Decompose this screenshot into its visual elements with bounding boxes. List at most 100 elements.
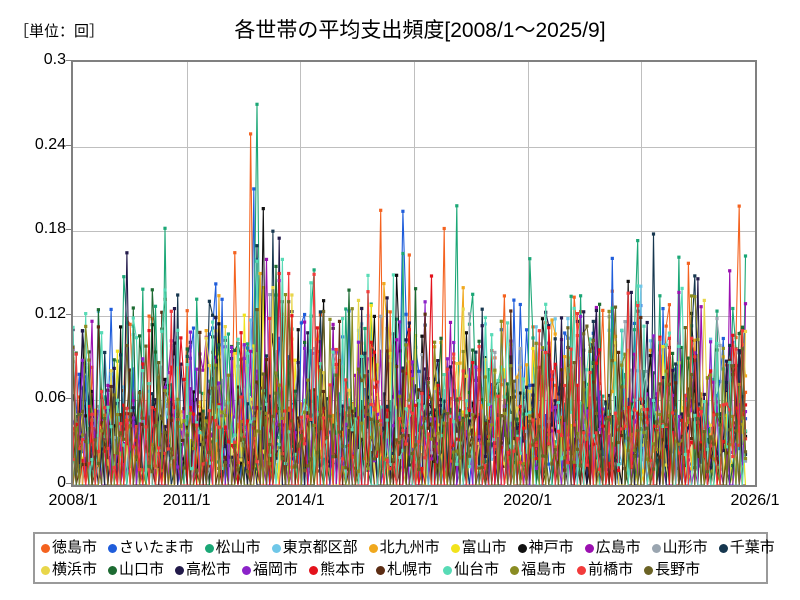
x-axis-tick-label: 2008/1: [48, 492, 98, 509]
series-marker: [499, 365, 503, 369]
series-marker: [337, 358, 342, 363]
series-layer: [73, 102, 748, 485]
series-marker: [579, 314, 583, 318]
series-marker: [686, 356, 690, 360]
series-marker: [709, 444, 713, 448]
series-marker: [261, 372, 265, 376]
series-marker: [566, 367, 570, 371]
legend-item[interactable]: 広島市: [584, 540, 641, 556]
series-marker: [740, 416, 744, 420]
series-marker: [471, 437, 475, 441]
series-marker: [458, 408, 462, 412]
series-marker: [331, 423, 335, 427]
legend-item[interactable]: 横浜市: [41, 562, 97, 578]
legend-item[interactable]: 富山市: [450, 540, 507, 556]
series-marker: [87, 350, 91, 354]
series-marker: [306, 427, 310, 431]
series-marker: [131, 333, 135, 337]
legend-item[interactable]: 千葉市: [718, 540, 775, 556]
legend-item[interactable]: 北九州市: [368, 540, 440, 556]
series-marker: [160, 469, 164, 473]
series-marker: [433, 417, 437, 421]
series-marker: [531, 439, 535, 443]
legend-item[interactable]: 熊本市: [309, 562, 365, 578]
legend-item[interactable]: 高松市: [175, 562, 231, 578]
series-marker: [150, 288, 154, 292]
series-marker: [429, 437, 434, 441]
legend-item[interactable]: 仙台市: [443, 562, 499, 578]
series-marker: [598, 381, 602, 385]
series-marker: [74, 427, 78, 431]
legend-item[interactable]: 長野市: [644, 562, 700, 578]
series-marker: [474, 365, 478, 369]
series-marker: [531, 336, 535, 340]
series-marker: [201, 462, 205, 466]
series-marker: [696, 407, 700, 411]
series-marker: [677, 451, 681, 455]
series-marker: [191, 447, 196, 451]
series-marker: [169, 365, 173, 369]
legend-item[interactable]: 福岡市: [242, 562, 298, 578]
series-marker: [160, 365, 164, 369]
series-marker: [401, 448, 405, 452]
series-marker: [544, 454, 548, 458]
series-marker: [198, 330, 202, 334]
series-marker: [743, 450, 748, 454]
series-marker: [100, 447, 104, 451]
series-marker: [464, 374, 468, 378]
series-marker: [195, 468, 199, 472]
series-marker: [80, 329, 85, 333]
legend-item[interactable]: 東京都区部: [271, 540, 358, 556]
series-marker: [680, 439, 684, 443]
series-marker: [474, 398, 478, 402]
series-marker: [696, 277, 700, 281]
legend-item[interactable]: 前橋市: [577, 562, 633, 578]
series-marker: [579, 464, 583, 468]
series-marker: [299, 460, 303, 464]
legend-item[interactable]: 山形市: [651, 540, 708, 556]
series-marker: [436, 359, 440, 363]
series-marker: [360, 400, 364, 404]
series-marker: [559, 457, 564, 461]
series-marker: [261, 207, 265, 211]
series-marker: [344, 422, 348, 426]
series-marker: [382, 282, 386, 286]
series-marker: [702, 400, 706, 404]
series-marker: [499, 319, 503, 323]
series-marker: [540, 426, 545, 430]
series-marker: [537, 365, 541, 369]
series-marker: [207, 332, 211, 336]
series-marker: [645, 457, 649, 461]
series-marker: [382, 427, 386, 431]
legend-item[interactable]: 山口市: [108, 562, 164, 578]
series-marker: [112, 462, 116, 466]
series-marker: [743, 410, 748, 414]
series-marker: [433, 377, 437, 381]
grid-line-vertical: [641, 62, 643, 485]
legend-item[interactable]: さいたま市: [108, 540, 194, 556]
series-marker: [426, 380, 430, 385]
legend-item[interactable]: 札幌市: [376, 562, 432, 578]
legend-item[interactable]: 松山市: [204, 540, 261, 556]
series-marker: [436, 450, 440, 455]
legend-item[interactable]: 福島市: [510, 562, 566, 578]
series-marker: [280, 457, 284, 461]
series-marker: [607, 309, 611, 313]
series-marker: [594, 456, 598, 460]
series-marker: [572, 361, 576, 365]
series-marker: [550, 462, 554, 466]
series-marker: [731, 306, 735, 311]
series-marker: [150, 406, 154, 410]
series-marker: [341, 433, 345, 437]
series-marker: [712, 442, 716, 446]
series-marker: [718, 453, 722, 457]
series-marker: [433, 340, 437, 344]
legend-item[interactable]: 徳島市: [41, 540, 97, 556]
series-marker: [350, 409, 354, 413]
series-marker: [731, 464, 735, 468]
series-marker: [344, 466, 348, 470]
series-marker: [709, 466, 713, 470]
legend-item[interactable]: 神戸市: [517, 540, 574, 556]
series-marker: [709, 369, 713, 373]
series-marker: [391, 395, 395, 399]
